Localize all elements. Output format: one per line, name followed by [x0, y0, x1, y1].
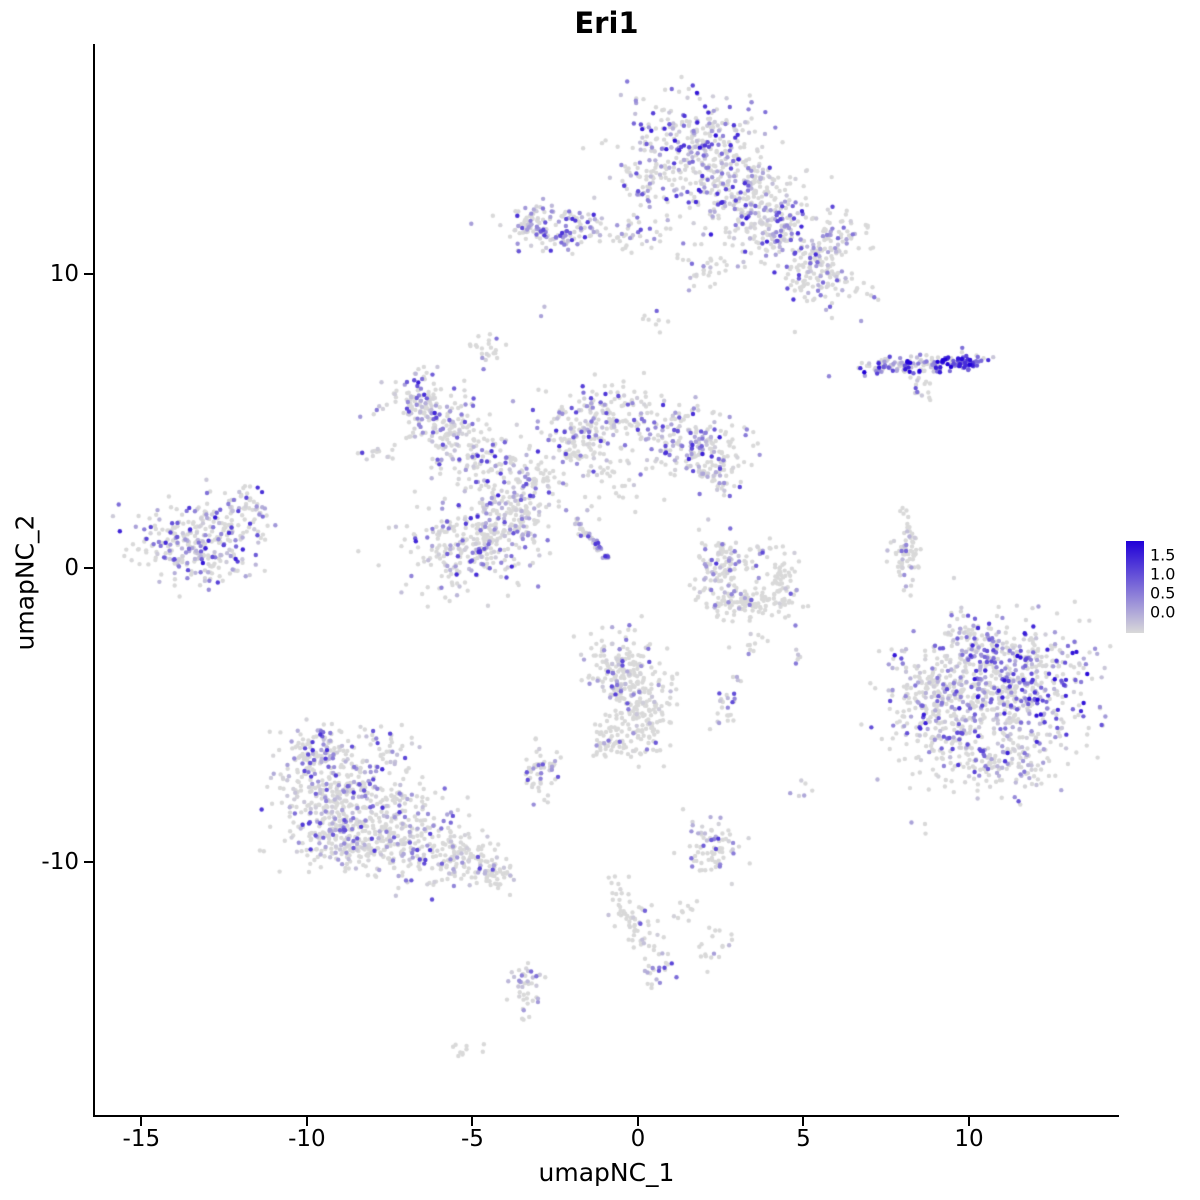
- x-tick-label: 0: [630, 1126, 646, 1152]
- y-tick-mark: [84, 567, 93, 570]
- legend-tick-label: 1.0: [1150, 564, 1176, 584]
- legend-tick-label: 0.5: [1150, 583, 1176, 603]
- y-tick-mark: [84, 273, 93, 276]
- legend-gradient-bar: [1126, 541, 1144, 633]
- y-tick-label: 10: [49, 261, 79, 288]
- legend-tick-label: 1.5: [1150, 545, 1176, 565]
- x-tick-label: 5: [796, 1126, 811, 1152]
- expression-legend: 1.5 1.0 0.5 0.0: [1126, 541, 1200, 637]
- x-tick-mark: [636, 1117, 639, 1126]
- y-tick-mark: [84, 861, 93, 864]
- legend-tick-label: 0.0: [1150, 602, 1176, 622]
- x-tick-label: -5: [460, 1126, 484, 1152]
- plot-title: Eri1: [574, 6, 639, 40]
- x-axis-line: [93, 1115, 1119, 1117]
- x-tick-mark: [802, 1117, 805, 1126]
- y-axis-title: umapNC_2: [10, 514, 40, 651]
- x-tick-label: -10: [288, 1126, 326, 1152]
- y-axis-line: [93, 44, 95, 1117]
- y-tick-label: -10: [41, 849, 79, 876]
- x-tick-label: -15: [122, 1126, 161, 1152]
- x-tick-mark: [305, 1117, 308, 1126]
- x-tick-mark: [471, 1117, 474, 1126]
- x-tick-mark: [140, 1117, 143, 1126]
- y-tick-label: 0: [64, 555, 79, 582]
- x-tick-label: 10: [954, 1126, 984, 1152]
- x-tick-mark: [968, 1117, 971, 1126]
- x-axis-title: umapNC_1: [538, 1158, 675, 1187]
